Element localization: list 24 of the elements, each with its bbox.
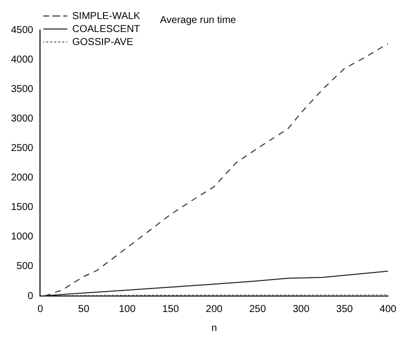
y-tick-label: 1000: [10, 232, 34, 243]
y-tick-label: 2500: [10, 142, 34, 154]
legend-label: COALESCENT: [72, 24, 140, 35]
y-tick-label: 3000: [10, 113, 34, 124]
x-tick-label: 350: [336, 304, 354, 315]
x-axis-title: n: [211, 322, 217, 334]
legend-label: GOSSIP-AVE: [72, 36, 134, 48]
x-tick-label: 400: [380, 304, 397, 315]
x-tick-label: 300: [292, 304, 310, 315]
x-tick-label: 200: [206, 304, 223, 315]
y-tick-label: 4000: [10, 54, 34, 66]
x-tick-label: 50: [78, 304, 90, 315]
y-tick-label: 4500: [10, 24, 34, 36]
legend-label: SIMPLE-WALK: [72, 10, 141, 22]
y-tick-label: 3500: [10, 84, 34, 95]
y-tick-label: 2000: [10, 172, 34, 184]
y-tick-label: 0: [28, 290, 34, 302]
x-tick-label: 100: [118, 304, 136, 315]
y-tick-label: 500: [16, 261, 34, 272]
chart-title: Average run time: [160, 14, 236, 26]
x-tick-label: 150: [162, 304, 180, 315]
x-tick-label: 250: [249, 304, 266, 315]
y-tick-label: 1500: [10, 202, 34, 214]
x-tick-label: 0: [37, 304, 44, 315]
